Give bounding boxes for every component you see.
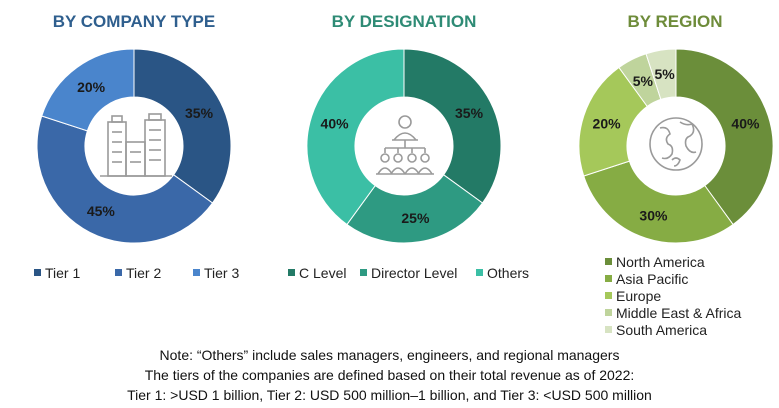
slice-tier-3	[41, 48, 135, 132]
legend-item-asia-pacific: Asia Pacific	[605, 271, 688, 287]
legend-swatch	[115, 269, 122, 276]
slice-label-asia-pacific: 30%	[639, 207, 668, 223]
slice-c-level	[403, 48, 502, 204]
legend-swatch	[360, 269, 367, 276]
legend-item-north-america: North America	[605, 254, 705, 270]
legend-swatch	[193, 269, 200, 276]
legend-item-director-level: Director Level	[360, 265, 457, 281]
legend-label: South America	[616, 322, 707, 338]
slice-label-middle-east-africa: 5%	[633, 73, 654, 89]
legend-label: C Level	[299, 265, 346, 281]
legend-item-tier-2: Tier 2	[115, 265, 161, 281]
legend-swatch	[605, 292, 612, 299]
legend-swatch	[34, 269, 41, 276]
slice-label-europe: 20%	[593, 115, 622, 131]
legend-item-middle-east-africa: Middle East & Africa	[605, 305, 741, 321]
company-type-legend: Tier 1 Tier 2 Tier 3	[34, 265, 239, 281]
designation-slices: 35% 25% 40%	[306, 48, 502, 244]
notes: Note: “Others” include sales managers, e…	[0, 345, 779, 405]
note-line: The tiers of the companies are defined b…	[144, 367, 635, 383]
legend-item-europe: Europe	[605, 288, 661, 304]
legend-swatch	[605, 326, 612, 333]
slice-asia-pacific	[583, 160, 734, 244]
legend-item-south-america: South America	[605, 322, 707, 338]
company-type-chart: BY COMPANY TYPE 35%45%20% Tier 1 Tier 2 Ti…	[34, 12, 239, 281]
slice-label-south-america: 5%	[654, 66, 675, 82]
slice-label-tier-3: 20%	[77, 79, 106, 95]
slice-north-america	[675, 48, 774, 226]
designation-chart: BY DESIGNATION 35% 25% 40% C Level Director…	[288, 12, 529, 281]
slice-south-america	[645, 48, 677, 101]
globe-icon	[649, 117, 703, 171]
buildings-icon	[100, 113, 172, 177]
legend-swatch	[605, 258, 612, 265]
designation-legend: C Level Director Level Others	[288, 265, 529, 281]
slice-tier-2	[36, 115, 214, 244]
slice-others	[306, 48, 405, 226]
hierarchy-people-icon	[376, 115, 434, 175]
slice-label-c-level: 35%	[455, 105, 484, 121]
slice-tier-1	[133, 48, 232, 204]
legend-swatch	[605, 275, 612, 282]
legend-label: Europe	[616, 288, 661, 304]
legend-swatch	[605, 309, 612, 316]
region-slices: 40% 30% 20% 5% 5%	[578, 48, 774, 244]
company-type-slices: 35% 45% 20%	[36, 48, 232, 244]
legend-item-c-level: C Level	[288, 265, 346, 281]
legend-swatch	[476, 269, 483, 276]
legend-label: North America	[616, 254, 705, 270]
note-line: Tier 1: >USD 1 billion, Tier 2: USD 500 …	[127, 387, 652, 403]
legend-label: Tier 1	[45, 265, 80, 281]
legend-item-others: Others	[476, 265, 529, 281]
slice-label-director-level: 25%	[401, 210, 430, 226]
slice-label-tier-2: 45%	[87, 203, 116, 219]
slice-label-tier-1: 35%	[185, 105, 214, 121]
legend-swatch	[288, 269, 295, 276]
legend-item-tier-1: Tier 1	[34, 265, 80, 281]
region-title: BY REGION	[627, 12, 722, 31]
company-type-title: BY COMPANY TYPE	[53, 12, 215, 31]
region-chart: BY REGION 40% 30% 20% 5% 5% North AmericaAsi…	[578, 12, 774, 338]
slice-label-north-america: 40%	[731, 115, 760, 131]
legend-label: Asia Pacific	[616, 271, 688, 287]
legend-label: Others	[487, 265, 529, 281]
legend-label: Tier 2	[126, 265, 161, 281]
legend-label: Director Level	[371, 265, 457, 281]
note-line: Note: “Others” include sales managers, e…	[159, 347, 620, 363]
legend-label: Middle East & Africa	[616, 305, 741, 321]
legend-item-tier-3: Tier 3	[193, 265, 239, 281]
legend-label: Tier 3	[204, 265, 239, 281]
designation-title: BY DESIGNATION	[332, 12, 477, 31]
slice-label-others: 40%	[321, 115, 350, 131]
slice-director-level	[346, 174, 484, 244]
